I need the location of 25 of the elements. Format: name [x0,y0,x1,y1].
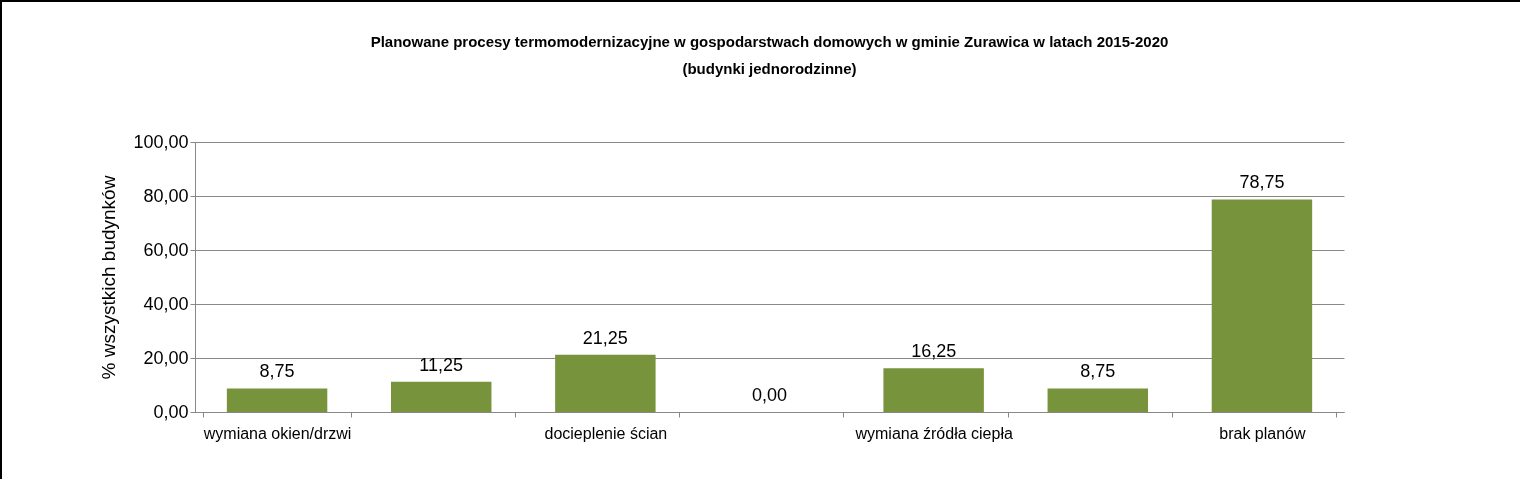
data-label: 11,25 [419,354,464,375]
y-axis-title: % wszystkich budynków [98,175,120,380]
y-tick-label: 60,00 [143,239,189,260]
chart-title: Planowane procesy termomodernizacyjne w gospodarstwach domowych w gminie Zurawica w latach 2015-2020 (budynki jednorodzinne) [370,33,1169,77]
data-label: 78,75 [1239,172,1285,193]
data-label: 0,00 [751,385,788,405]
y-tick-label: 40,00 [143,293,189,314]
data-label: 8,75 [1080,361,1116,382]
x-tick-label: wymiana okien/drzwi [202,424,352,442]
bar [1047,388,1149,412]
x-tick-label: docieplenie ścian [544,424,668,442]
data-label: 16,25 [911,341,957,362]
bar [555,354,656,412]
data-label: 21,25 [582,327,628,348]
x-tick-label: brak planów [1219,424,1307,442]
y-tick-label: 20,00 [143,347,189,368]
y-tick-label: 100,00 [133,131,189,152]
bar [390,381,492,412]
x-tick-label: wymiana źródła ciepła [854,424,1013,442]
bar [1211,199,1313,412]
bar [226,388,328,412]
data-label: 8,75 [259,361,295,382]
y-tick-label: 80,00 [143,185,189,206]
bar [883,368,984,412]
y-tick-label: 0,00 [153,401,189,422]
